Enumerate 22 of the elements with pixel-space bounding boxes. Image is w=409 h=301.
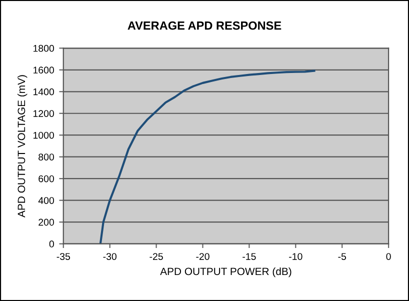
x-tick-label: -15 [242,253,256,260]
x-tick-label: 0 [386,253,391,260]
y-tick-label: 800 [38,154,54,160]
x-tick-label: -30 [103,253,116,260]
y-tick-label: 1400 [33,88,54,96]
y-tick-label: 1200 [33,110,54,117]
y-tick-label: 1800 [33,44,54,52]
x-tick-label: -20 [196,253,210,260]
x-tick-label: -5 [338,253,346,260]
y-tick-label: 200 [38,218,54,226]
y-axis-title: APD OUTPUT VOLTAGE (mV) [17,75,28,218]
line-series [100,70,316,244]
y-tick-label: 600 [38,175,54,182]
chart-title: AVERAGE APD RESPONSE [128,21,282,30]
x-axis-title: APD OUTPUT POWER (dB) [160,267,292,278]
y-tick-label: 0 [49,240,54,248]
x-tick-label: -25 [150,253,163,260]
y-tick-label: 1000 [33,132,54,139]
x-tick-label: -10 [289,253,302,260]
y-tick-label: 1600 [33,66,54,74]
x-tick-label: -35 [56,253,70,260]
y-tick-label: 400 [38,197,54,204]
